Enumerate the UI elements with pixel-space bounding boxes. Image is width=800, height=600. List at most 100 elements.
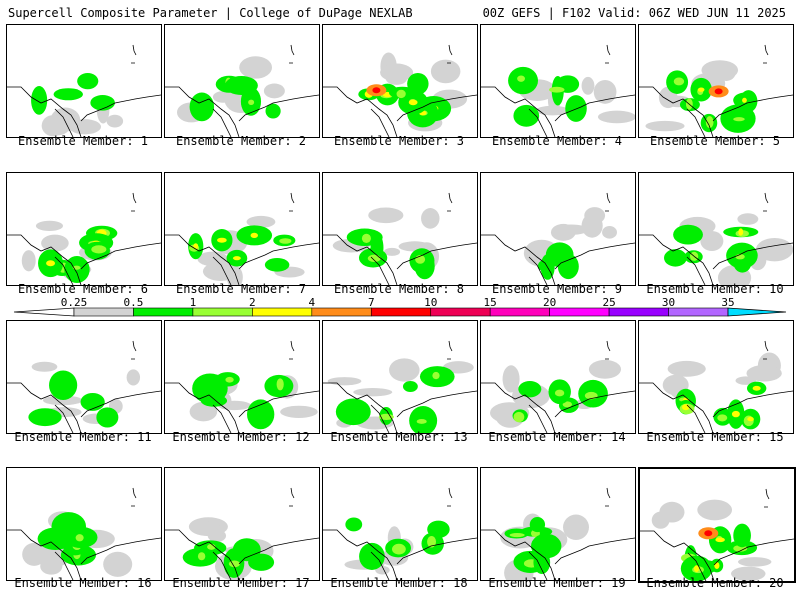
colorbar-tick-label: 0.5 — [123, 296, 144, 309]
ensemble-panel-map[interactable] — [480, 24, 636, 138]
scp-contour-gray — [553, 224, 589, 235]
scp-contour-green — [28, 408, 62, 427]
island-outline — [131, 44, 137, 64]
scp-contour-gray — [280, 405, 318, 418]
ensemble-panel-map[interactable] — [322, 467, 478, 581]
map-plot — [323, 487, 477, 580]
scp-contour-green — [77, 72, 99, 90]
island-outline — [289, 340, 295, 360]
scp-contour-gray — [207, 518, 221, 529]
scp-contour-green — [533, 551, 551, 574]
scp-contour-gray — [353, 388, 393, 397]
colorbar-tick-label: 2 — [249, 296, 256, 309]
ensemble-member-label: Ensemble Member: 18 — [330, 576, 468, 590]
scp-contour-gray — [42, 395, 83, 406]
map-plot — [481, 44, 635, 137]
scp-contour-lightgreen — [378, 413, 394, 420]
colorbar-tick-label: 10 — [424, 296, 438, 309]
scp-contour-yellow — [693, 565, 700, 572]
coastline — [7, 382, 161, 433]
color-scale-ticks: 0.25 0.5 1 2 4 7 10 15 20 25 30 35 — [0, 296, 800, 309]
scp-contour-gray — [581, 76, 595, 95]
ensemble-member-label: Ensemble Member: 19 — [488, 576, 626, 590]
scp-contour-yellow — [232, 256, 241, 261]
ensemble-panel-map[interactable] — [480, 172, 636, 286]
island-outline — [763, 340, 769, 360]
scp-contour-red — [704, 530, 713, 537]
map-plot — [165, 44, 319, 137]
map-plot — [323, 340, 477, 433]
island-outline — [447, 192, 453, 212]
ensemble-panel-map[interactable] — [164, 320, 320, 434]
scp-contour-green — [663, 249, 687, 267]
colorbar-segment — [668, 307, 729, 317]
ensemble-panel-map[interactable] — [322, 172, 478, 286]
colorbar-right-arrow — [727, 307, 787, 317]
scp-contour-gray — [327, 377, 362, 386]
scp-contour-gray — [21, 250, 36, 272]
ensemble-panel-map[interactable] — [638, 24, 794, 138]
ensemble-panel-map[interactable] — [638, 467, 796, 583]
scp-contour-yellow — [682, 404, 690, 411]
scp-contour-yellow — [408, 99, 418, 106]
scp-contour-yellow — [250, 232, 258, 239]
scp-contour-green — [265, 103, 281, 119]
map-plot — [481, 192, 635, 285]
island-outline — [447, 340, 453, 360]
scp-contour-green — [402, 380, 418, 393]
colorbar-tick-label: 35 — [721, 296, 735, 309]
scp-contour-green — [37, 527, 73, 550]
ensemble-member-label: Ensemble Member: 20 — [646, 576, 784, 590]
scp-contour-gray — [535, 105, 570, 116]
scp-contour-green — [407, 72, 429, 95]
ensemble-member-label: Ensemble Member: 14 — [488, 430, 626, 444]
scp-contour-green — [359, 542, 385, 570]
ensemble-panel-map[interactable] — [638, 320, 794, 434]
scp-contour-lightgreen — [276, 378, 284, 391]
scp-contour-gray — [383, 247, 401, 256]
ensemble-panel-map[interactable] — [164, 172, 320, 286]
ensemble-panel-map[interactable] — [6, 320, 162, 434]
ensemble-panel-map[interactable] — [638, 172, 794, 286]
scp-contour-green — [264, 258, 290, 272]
scp-contour-gray — [746, 365, 782, 382]
chart-title: Supercell Composite Parameter | College … — [8, 6, 413, 20]
island-outline — [605, 44, 611, 64]
ensemble-panel-map[interactable] — [6, 172, 162, 286]
map-plot — [639, 340, 793, 433]
scp-contour-gray — [731, 566, 766, 581]
scp-contour-gray — [103, 551, 133, 577]
scp-contour-green — [224, 75, 258, 96]
ensemble-panel-map[interactable] — [480, 320, 636, 434]
coastline — [7, 529, 161, 580]
island-outline — [605, 340, 611, 360]
ensemble-panel-map[interactable] — [6, 467, 162, 581]
ensemble-panel-map[interactable] — [164, 24, 320, 138]
scp-contour-lightgreen — [705, 116, 714, 129]
scp-contour-green — [673, 224, 703, 245]
ensemble-panel-map[interactable] — [480, 467, 636, 581]
ensemble-panel-map[interactable] — [6, 24, 162, 138]
scp-contour-yellow — [742, 97, 747, 103]
map-plot — [481, 340, 635, 433]
colorbar-tick-label: 7 — [367, 296, 375, 309]
ensemble-panel-map[interactable] — [322, 24, 478, 138]
scp-contour-lightgreen — [513, 411, 525, 423]
ensemble-panel-map[interactable] — [322, 320, 478, 434]
scp-contour-lightgreen — [279, 238, 292, 244]
ensemble-member-label: Ensemble Member: 3 — [333, 134, 465, 148]
scp-contour-lightgreen — [75, 534, 84, 542]
ensemble-panel-map[interactable] — [164, 467, 320, 581]
scp-contour-lightgreen — [427, 535, 437, 548]
scp-contour-green — [49, 370, 78, 400]
scp-contour-gray — [41, 234, 69, 252]
coastline — [323, 529, 477, 580]
scp-contour-gray — [189, 401, 218, 422]
colorbar-segment — [608, 307, 669, 317]
scp-contour-lightgreen — [396, 89, 406, 99]
ensemble-member-label: Ensemble Member: 12 — [172, 430, 310, 444]
scp-contour-yellow — [747, 416, 754, 422]
map-plot — [639, 192, 793, 285]
coastline — [323, 382, 477, 433]
map-plot — [7, 340, 161, 433]
